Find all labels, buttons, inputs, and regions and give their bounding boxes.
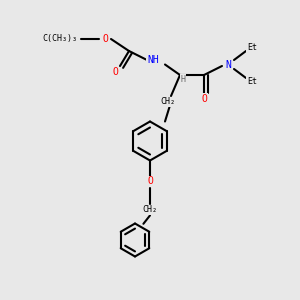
Text: CH₂: CH₂: [160, 98, 175, 106]
Text: O: O: [102, 34, 108, 44]
Text: Et: Et: [247, 44, 257, 52]
Text: O: O: [201, 94, 207, 104]
Text: C(CH₃)₃: C(CH₃)₃: [43, 34, 77, 43]
Text: NH: NH: [147, 55, 159, 65]
Text: CH₂: CH₂: [142, 206, 158, 214]
Text: O: O: [147, 176, 153, 187]
Text: H: H: [181, 75, 185, 84]
Text: O: O: [112, 67, 118, 77]
Text: N: N: [225, 59, 231, 70]
Text: Et: Et: [247, 76, 257, 85]
